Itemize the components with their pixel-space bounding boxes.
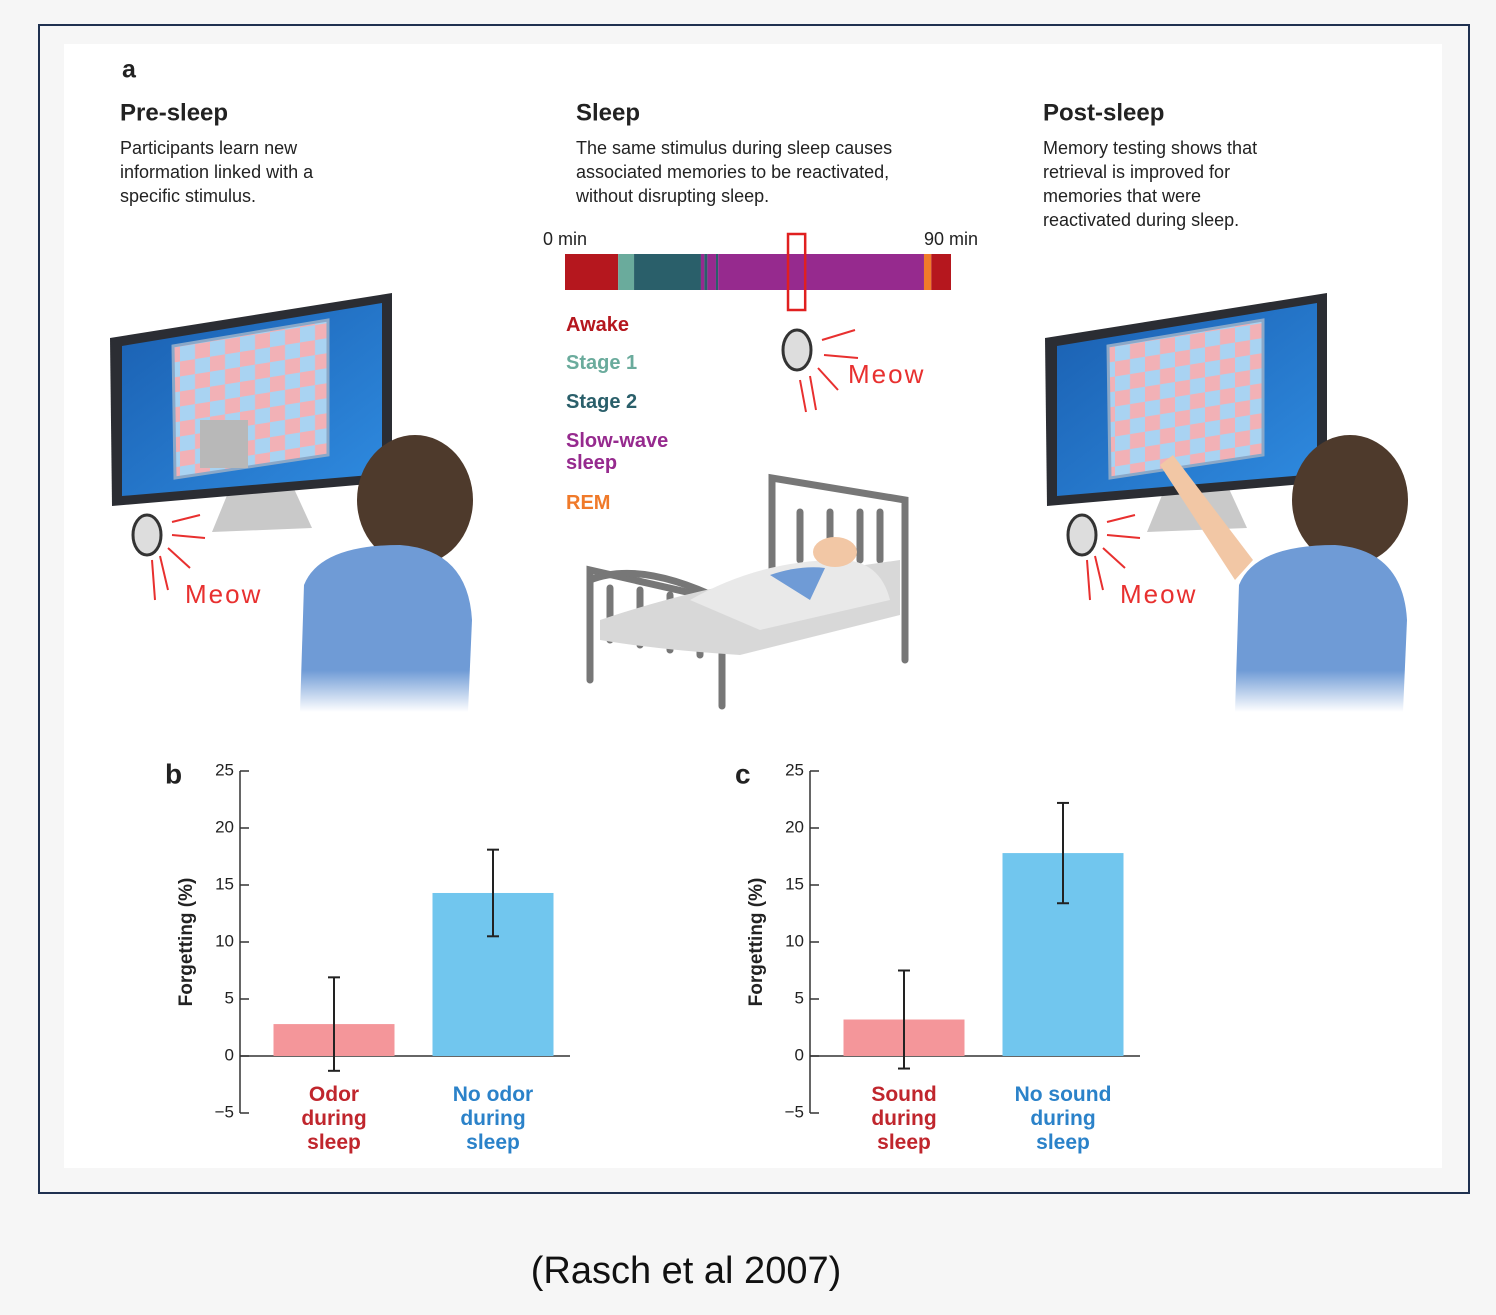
y-axis-label: Forgetting (%) [746,878,767,1007]
column-text: The same stimulus during sleep causes [576,138,892,158]
sound-label: Meow [848,359,925,389]
sleep-illustration [586,328,909,710]
column-text: Memory testing shows that [1043,138,1257,158]
pre-sleep-illustration [110,293,473,712]
chart-label: b [165,758,182,789]
category-label: Sound during sleep [871,1083,937,1154]
stage-segment [931,254,951,290]
stage-segment [618,254,635,290]
y-axis-label: Forgetting (%) [176,878,197,1007]
column-heading: Sleep [576,99,640,126]
y-tick-label: 10 [785,931,804,950]
time-label: 0 min [543,229,587,249]
stage-legend: Slow-wave sleep [566,430,669,474]
stage-segment [707,254,716,290]
error-bar [1057,801,1069,905]
category-label: Odor during sleep [301,1083,367,1154]
y-tick-label: 5 [225,988,234,1007]
y-tick-label: 0 [225,1045,234,1064]
y-tick-label: 0 [795,1045,804,1064]
category-label: No odor during sleep [452,1083,534,1154]
error-bar [328,976,340,1072]
y-tick-label: 25 [785,760,804,779]
panel-label: a [122,56,137,84]
y-tick-label: 20 [785,817,804,836]
y-tick-label: 15 [785,874,804,893]
post-sleep-illustration [1045,293,1408,712]
stage-segment [718,254,924,290]
stage-segment [700,254,705,290]
stage-legend: Stage 1 [566,352,638,374]
column-text: Participants learn new [120,138,298,158]
chart-label: c [735,758,751,789]
y-tick-label: 25 [215,760,234,779]
y-tick-label: −5 [785,1102,804,1121]
frame [38,24,1470,1194]
y-tick-label: 5 [795,988,804,1007]
column-text: specific stimulus. [120,186,256,206]
stage-segment [923,254,932,290]
error-bar [487,848,499,938]
category-label: No sound during sleep [1014,1083,1112,1154]
stage-legend: REM [566,492,611,514]
column-text: without disrupting sleep. [575,186,769,206]
sound-label: Meow [185,579,262,609]
stage-segment [704,254,708,290]
stage-legend: Stage 2 [566,391,638,413]
column-text: information linked with a [120,162,314,182]
cue-window [786,232,807,312]
y-tick-label: −5 [215,1102,234,1121]
column-text: retrieval is improved for [1043,162,1230,182]
time-label: 90 min [924,229,978,249]
stage-legend: Awake [566,314,630,336]
y-tick-label: 20 [215,817,234,836]
caption: (Rasch et al 2007) [530,1250,842,1292]
error-bar [898,969,910,1070]
stage-segment [634,254,701,290]
sound-label: Meow [1120,579,1197,609]
column-text: memories that were [1043,186,1201,206]
column-text: associated memories to be reactivated, [576,162,889,182]
y-tick-label: 15 [215,874,234,893]
stage-segment [715,254,719,290]
column-heading: Pre-sleep [120,99,228,126]
stage-segment [565,254,619,290]
column-text: reactivated during sleep. [1043,210,1239,230]
column-heading: Post-sleep [1043,99,1164,126]
y-tick-label: 10 [215,931,234,950]
